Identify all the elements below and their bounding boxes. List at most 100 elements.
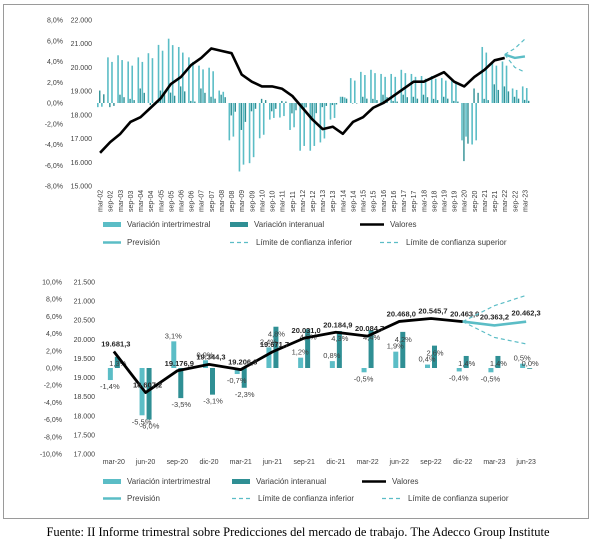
- bar-interanual: [339, 96, 342, 103]
- x-axis-tick: sep-20: [472, 190, 479, 212]
- bar-interanual: [515, 89, 518, 103]
- left-axis-tick: -4,0%: [44, 400, 62, 407]
- bar-intertrimestral: [244, 103, 247, 122]
- label-valores: 20.468,0: [387, 309, 416, 318]
- bar-interanual: [424, 78, 427, 103]
- bar-intertrimestral: [234, 103, 237, 112]
- bar-interanual: [252, 103, 255, 158]
- bar-interanual: [178, 368, 184, 399]
- bar-interanual: [329, 103, 332, 120]
- bar-intertrimestral: [129, 98, 131, 103]
- bar-intertrimestral: [99, 90, 101, 103]
- bar-intertrimestral: [402, 94, 404, 103]
- bar-intertrimestral: [392, 100, 394, 103]
- bar-interanual: [101, 103, 103, 107]
- bar-intertrimestral: [139, 88, 141, 103]
- label-intertrimestral: -0,7%: [227, 376, 247, 385]
- bar-interanual: [222, 91, 225, 103]
- bar-intertrimestral: [507, 91, 510, 103]
- label-intertrimestral: -1,4%: [100, 382, 120, 391]
- right-axis-tick: 20.000: [74, 337, 96, 344]
- x-axis-tick: mar-07: [199, 190, 206, 212]
- bar-intertrimestral: [264, 100, 267, 103]
- label-intertrimestral: 0,9%: [196, 350, 213, 359]
- label-interanual: -2,3%: [235, 390, 255, 399]
- label-valores: 19.681,3: [101, 340, 130, 349]
- bar-intertrimestral: [457, 101, 459, 103]
- x-axis-tick: sep-02: [108, 190, 115, 212]
- left-axis-tick: -6,0%: [44, 417, 62, 424]
- bar-intertrimestral: [436, 100, 439, 103]
- left-axis-tick: -4,0%: [45, 142, 63, 149]
- x-axis-tick: mar-23: [522, 190, 529, 212]
- left-axis-tick: -8,0%: [45, 184, 63, 191]
- bar-intertrimestral: [109, 103, 111, 108]
- left-axis-tick: 8,0%: [46, 297, 62, 304]
- right-axis-tick: 16.000: [71, 160, 93, 167]
- left-axis-tick: -8,0%: [44, 434, 62, 441]
- bar-intertrimestral: [335, 103, 338, 105]
- bar-interanual: [182, 52, 184, 103]
- label-interanual: 4,2%: [395, 335, 412, 344]
- bar-intertrimestral: [412, 96, 415, 103]
- label-interanual: -6,0%: [140, 422, 160, 431]
- x-axis-tick: mar-23: [483, 459, 505, 466]
- label-intertrimestral: -5,5%: [132, 417, 152, 426]
- x-axis-tick: sep-21: [492, 190, 499, 212]
- right-axis-tick: 15.000: [71, 184, 93, 191]
- bar-intertrimestral: [139, 368, 145, 416]
- bar-interanual: [151, 58, 154, 103]
- bar-interanual: [97, 103, 99, 108]
- bar-interanual: [157, 44, 160, 103]
- x-axis-tick: mar-09: [239, 190, 246, 212]
- right-axis-tick: 17.500: [74, 432, 96, 439]
- bar-intertrimestral: [456, 368, 462, 372]
- bar-interanual: [289, 103, 291, 130]
- label-intertrimestral: 0,5%: [514, 354, 531, 363]
- line-limite-inferior: [462, 321, 527, 345]
- x-axis-tick: sep-15: [371, 190, 378, 212]
- bar-interanual: [440, 78, 443, 103]
- bar-interanual: [177, 46, 180, 103]
- left-axis-tick: -2,0%: [45, 121, 63, 128]
- bar-intertrimestral: [298, 357, 304, 368]
- bar-intertrimestral: [169, 92, 172, 103]
- x-axis-tick: mar-22: [356, 459, 378, 466]
- legend-swatch-intertrimestral: [103, 479, 121, 484]
- bar-intertrimestral: [149, 103, 152, 106]
- bar-interanual: [202, 69, 204, 103]
- x-axis-tick: mar-16: [381, 190, 388, 212]
- bar-interanual: [400, 331, 406, 368]
- bar-interanual: [410, 73, 413, 103]
- bar-interanual: [374, 73, 376, 103]
- label-intertrimestral: 1,2%: [292, 348, 309, 357]
- bar-intertrimestral: [119, 94, 121, 103]
- x-axis-tick: sep-20: [167, 459, 189, 466]
- bar-interanual: [242, 103, 245, 165]
- bar-interanual: [481, 46, 484, 103]
- label-valores: 18.607,2: [133, 381, 162, 390]
- right-axis-tick: 18.000: [71, 112, 93, 119]
- bar-interanual: [432, 345, 437, 368]
- label-valores: 20.545,7: [418, 306, 447, 315]
- bar-interanual: [171, 45, 174, 103]
- bar-interanual: [511, 88, 514, 103]
- x-axis-tick: sep-03: [128, 190, 135, 212]
- bar-intertrimestral: [179, 86, 182, 103]
- bar-intertrimestral: [362, 96, 364, 103]
- label-valores: 20.031,0: [292, 326, 321, 335]
- bar-intertrimestral: [361, 368, 367, 373]
- right-axis-tick: 19.000: [71, 89, 93, 96]
- bar-intertrimestral: [393, 351, 399, 368]
- legend-label-interanual: Variación interanual: [256, 477, 326, 486]
- bar-intertrimestral: [503, 86, 506, 103]
- label-intertrimestral: 0,8%: [323, 351, 340, 360]
- x-axis-tick: dic-22: [453, 459, 472, 466]
- line-valores: [99, 47, 506, 154]
- label-intertrimestral: 1,9%: [387, 342, 404, 351]
- bar-interanual: [527, 368, 533, 369]
- legend-label-intertrimestral: Variación intertrimestral: [127, 220, 211, 229]
- legend-label-intertrimestral: Variación intertrimestral: [127, 477, 211, 486]
- bar-intertrimestral: [447, 98, 449, 103]
- legend-label-limite-inferior: Límite de confianza inferior: [258, 494, 354, 503]
